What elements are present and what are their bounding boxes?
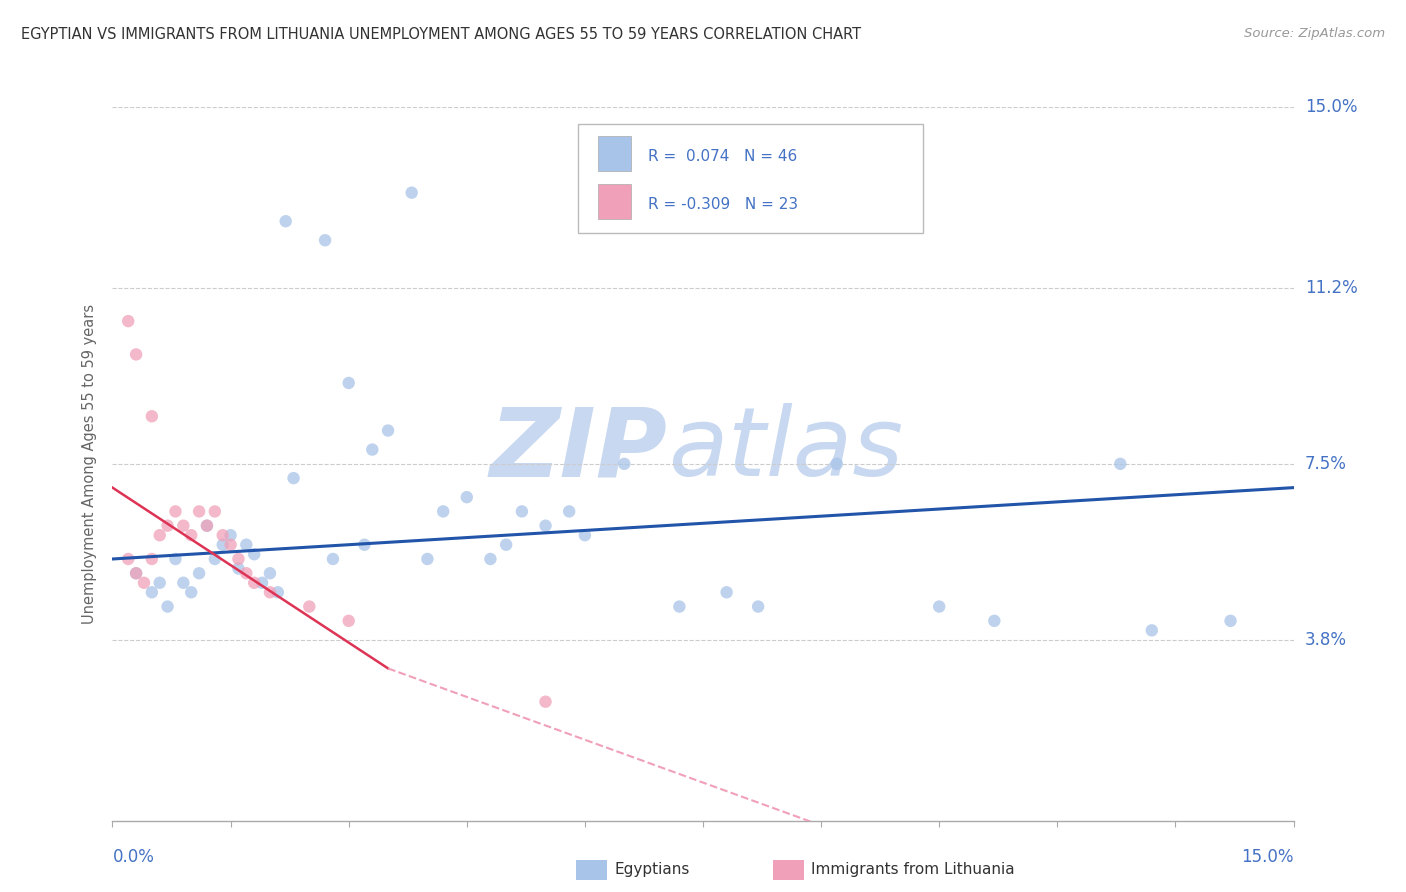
Point [141,552,163,566]
Point [377,424,399,438]
Point [510,504,533,518]
Point [432,504,454,518]
Text: 11.2%: 11.2% [1305,279,1357,297]
Text: atlas: atlas [668,403,903,496]
Point [283,471,305,485]
Point [298,599,321,614]
Point [156,599,179,614]
Text: EGYPTIAN VS IMMIGRANTS FROM LITHUANIA UNEMPLOYMENT AMONG AGES 55 TO 59 YEARS COR: EGYPTIAN VS IMMIGRANTS FROM LITHUANIA UN… [21,27,862,42]
Point [117,314,139,328]
Point [534,695,557,709]
Point [219,528,242,542]
Point [149,575,172,590]
Point [188,504,211,518]
Point [235,566,257,581]
Point [668,599,690,614]
Point [416,552,439,566]
Point [1109,457,1132,471]
Point [180,528,202,542]
Point [195,518,218,533]
Y-axis label: Unemployment Among Ages 55 to 59 years: Unemployment Among Ages 55 to 59 years [82,304,97,624]
Point [574,528,596,542]
Text: Egyptians: Egyptians [614,863,690,877]
Point [495,538,517,552]
Point [132,575,155,590]
Point [267,585,290,599]
Point [259,585,281,599]
Point [613,457,636,471]
Point [337,614,360,628]
Text: ZIP: ZIP [489,403,668,496]
Text: R = -0.309   N = 23: R = -0.309 N = 23 [648,197,797,212]
Point [401,186,423,200]
Text: 3.8%: 3.8% [1305,631,1347,648]
Text: 15.0%: 15.0% [1305,98,1357,116]
Point [928,599,950,614]
Point [141,409,163,424]
Point [117,552,139,566]
Point [825,457,848,471]
Point [165,504,187,518]
Point [274,214,297,228]
Point [172,575,194,590]
Text: Immigrants from Lithuania: Immigrants from Lithuania [811,863,1015,877]
Point [195,518,218,533]
Point [172,518,194,533]
Point [149,528,172,542]
Point [1219,614,1241,628]
Point [361,442,384,457]
Text: R =  0.074   N = 46: R = 0.074 N = 46 [648,150,797,164]
Text: 7.5%: 7.5% [1305,455,1347,473]
Point [125,566,148,581]
Point [716,585,738,599]
Point [353,538,375,552]
Point [165,552,187,566]
Point [211,538,233,552]
Point [211,528,233,542]
Point [456,490,478,504]
Text: 0.0%: 0.0% [112,848,155,866]
Point [479,552,502,566]
Point [243,575,266,590]
Point [156,518,179,533]
Point [204,552,226,566]
Point [1140,624,1163,638]
Point [219,538,242,552]
Point [259,566,281,581]
Point [534,518,557,533]
Point [204,504,226,518]
Point [250,575,273,590]
Point [141,585,163,599]
Point [337,376,360,390]
Point [125,566,148,581]
Point [188,566,211,581]
Point [983,614,1005,628]
Point [558,504,581,518]
Point [243,547,266,561]
Point [228,561,250,575]
Point [314,233,336,247]
Point [322,552,344,566]
Point [125,347,148,361]
Text: Source: ZipAtlas.com: Source: ZipAtlas.com [1244,27,1385,40]
Point [228,552,250,566]
Point [747,599,769,614]
Point [235,538,257,552]
Text: 15.0%: 15.0% [1241,848,1294,866]
Point [180,585,202,599]
